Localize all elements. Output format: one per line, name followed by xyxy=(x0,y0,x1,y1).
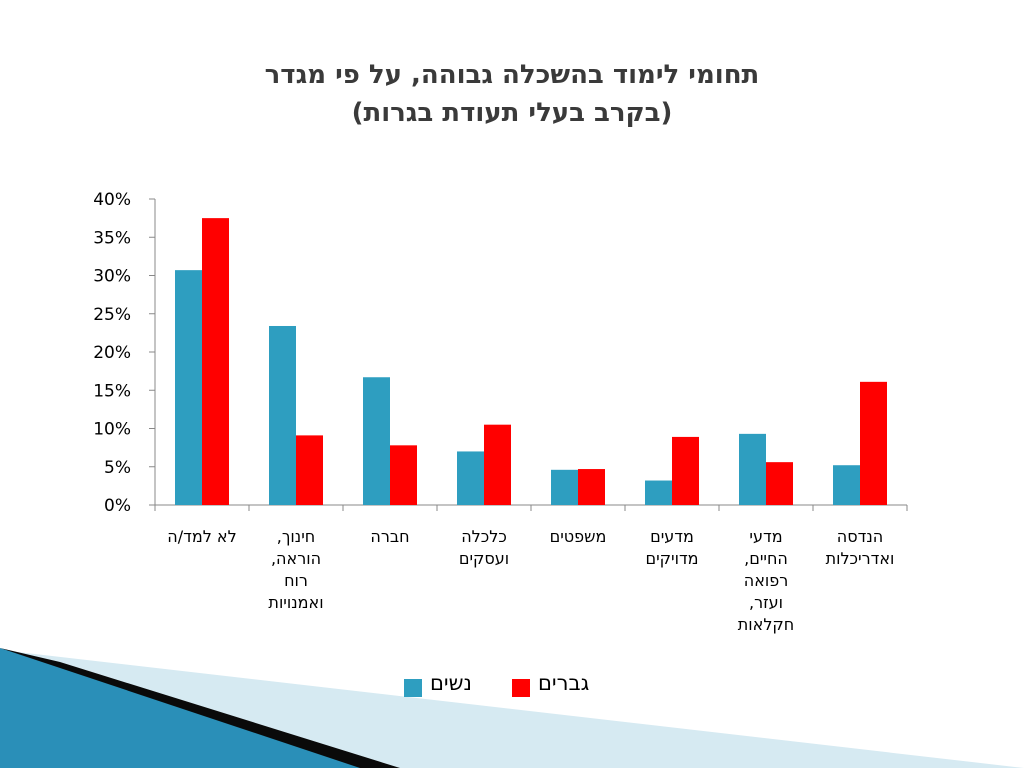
legend-swatch xyxy=(404,679,422,697)
chart-title-line2: (בקרב בעלי תעודת בגרות) xyxy=(351,98,673,128)
category-label-line: חקלאות xyxy=(737,615,795,634)
category-label-line: ואדריכלות xyxy=(825,549,895,568)
category-label: הנדסה ואדריכלות xyxy=(813,526,907,570)
category-label-line: חינוך, xyxy=(276,527,316,546)
y-tick-label: 20% xyxy=(93,343,131,363)
category-label-line: הוראה, xyxy=(270,549,322,568)
category-label: חברה xyxy=(343,526,437,548)
y-tick-label: 40% xyxy=(93,190,131,210)
bar-men xyxy=(672,436,699,505)
bar-men xyxy=(766,462,793,505)
category-label: מדעי החיים, רפואה ועזר, חקלאות xyxy=(719,526,813,636)
y-tick-label: 30% xyxy=(93,267,131,287)
bar-women xyxy=(269,325,296,505)
category-label-line: רפואה xyxy=(743,571,789,590)
category-label-line: מדעי xyxy=(749,527,783,546)
legend-label: נשים xyxy=(430,671,472,695)
chart-title-line1: תחומי לימוד בהשכלה גבוהה, על פי מגדר xyxy=(264,60,760,90)
bar-women xyxy=(551,469,578,505)
category-label-line: חברה xyxy=(370,527,410,546)
category-label-line: ועזר, xyxy=(748,593,784,612)
category-label-line: משפטים xyxy=(549,527,607,546)
bar-women xyxy=(833,465,860,505)
bar-men xyxy=(390,445,417,505)
y-tick-label: 15% xyxy=(93,381,131,401)
bar-women xyxy=(645,480,672,505)
y-tick-label: 0% xyxy=(104,496,131,516)
bar-men xyxy=(578,469,605,505)
category-label-line: מדויקים xyxy=(645,549,699,568)
category-label-line: הנדסה xyxy=(836,527,884,546)
legend-item-women: נשים xyxy=(404,668,472,698)
deco-dark-stripe xyxy=(0,648,400,768)
bar-men xyxy=(860,381,887,505)
category-label-line: החיים, xyxy=(744,549,788,568)
legend-swatch xyxy=(512,679,530,697)
category-label: מדעים מדויקים xyxy=(625,526,719,570)
category-label-line: רוח xyxy=(284,571,308,590)
category-label-line: מדעים xyxy=(650,527,694,546)
y-tick-label: 35% xyxy=(93,228,131,248)
category-label: חינוך, הוראה, רוח ואמנויות xyxy=(249,526,343,614)
category-label: כלכלה ועסקים xyxy=(437,526,531,570)
bar-women xyxy=(175,270,202,505)
category-label: לא למד/ה xyxy=(155,526,249,548)
legend-item-men: גברים xyxy=(512,668,589,698)
category-label-line: ואמנויות xyxy=(268,593,324,612)
bar-women xyxy=(363,377,390,505)
bar-men xyxy=(296,435,323,505)
y-tick-label: 5% xyxy=(104,458,131,478)
bar-men xyxy=(484,424,511,505)
y-tick-label: 10% xyxy=(93,420,131,440)
category-label: משפטים xyxy=(531,526,625,548)
y-tick-label: 25% xyxy=(93,305,131,325)
bar-women xyxy=(457,451,484,505)
category-label-line: לא למד/ה xyxy=(167,527,237,546)
category-label-line: כלכלה xyxy=(461,527,507,546)
legend-label: גברים xyxy=(538,671,590,695)
category-label-line: ועסקים xyxy=(458,549,510,568)
bar-men xyxy=(202,218,229,505)
bar-women xyxy=(739,433,766,505)
